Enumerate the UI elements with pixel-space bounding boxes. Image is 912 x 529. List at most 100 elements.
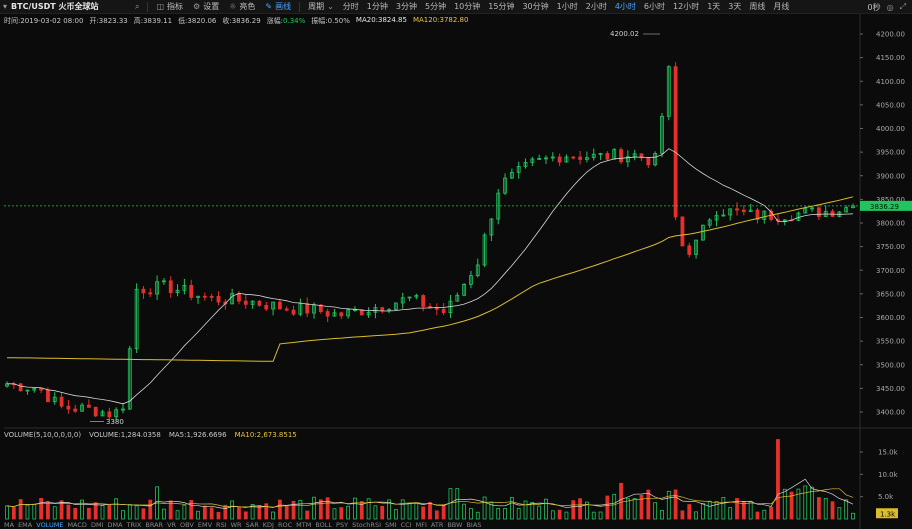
volume-bar [782, 488, 787, 520]
settings-button[interactable]: ⚙ 设置 [188, 0, 224, 14]
indicator-tab[interactable]: MTM [296, 521, 312, 529]
candle-body [373, 307, 378, 313]
candle-body [86, 404, 91, 408]
candle-body [509, 171, 514, 179]
period-option[interactable]: 12小时 [673, 2, 700, 11]
search-button[interactable]: ⌕ [130, 0, 144, 14]
indicator-tab[interactable]: RSI [216, 521, 227, 529]
draw-button[interactable]: ✎ 画线 [260, 0, 296, 14]
search-icon: ⌕ [135, 1, 140, 11]
indicator-tab[interactable]: ROC [277, 521, 293, 529]
volume-bar [5, 505, 9, 520]
volume-bar [455, 488, 460, 520]
period-option[interactable]: 分时 [342, 2, 359, 11]
sun-icon: ☼ [229, 2, 237, 11]
indicator-tab[interactable]: OBV [180, 521, 194, 529]
indicator-tab[interactable]: EMV [197, 521, 213, 529]
fullscreen-icon[interactable]: ⤢ [899, 2, 906, 11]
period-option[interactable]: 3天 [728, 2, 742, 11]
volume-bar [346, 505, 351, 520]
volume-bar [469, 508, 473, 520]
period-button[interactable]: 周期 ⌄ [303, 0, 339, 14]
indicator-tab[interactable]: KDJ [262, 521, 274, 529]
indicator-tab[interactable]: VOLUME [36, 521, 64, 529]
pen-icon: ✎ [265, 2, 273, 11]
indicator-tab[interactable]: DMI [90, 521, 104, 529]
candle-body [591, 153, 596, 158]
candle-body [46, 389, 50, 403]
volume-bar [182, 504, 187, 520]
period-option[interactable]: 周线 [749, 2, 766, 11]
volume-bar [168, 500, 173, 520]
indicator-tab[interactable]: PSY [336, 521, 349, 529]
period-label: 周期 [308, 2, 325, 11]
period-option[interactable]: 月线 [773, 2, 790, 11]
gear-icon: ⚙ [193, 2, 201, 11]
indicator-tab[interactable]: EMA [18, 521, 33, 529]
period-option[interactable]: 15分钟 [488, 2, 515, 11]
period-option[interactable]: 5分钟 [424, 2, 447, 11]
volume-bar [380, 505, 385, 520]
volume-bar [523, 500, 528, 520]
period-option[interactable]: 1分钟 [366, 2, 388, 11]
period-option[interactable]: 30分钟 [522, 2, 549, 11]
volume-bar [339, 507, 344, 520]
dropdown-icon[interactable]: ▾ [3, 2, 8, 11]
volume-ma10-line [6, 488, 854, 508]
candle-body [762, 210, 767, 220]
volume-bar [32, 503, 37, 520]
indicator-tab[interactable]: WR [230, 521, 242, 529]
candle-body [489, 218, 494, 236]
indicator-tab[interactable]: BOLL [315, 521, 333, 529]
indicator-button[interactable]: ◫ 指标 [151, 0, 188, 14]
volume-bar [223, 504, 228, 520]
period-option[interactable]: 1天 [707, 2, 721, 11]
indicator-tab[interactable]: BRAR [145, 521, 164, 529]
indicator-tab[interactable]: ATR [430, 521, 444, 529]
indicator-tab[interactable]: CCI [400, 521, 412, 529]
period-option[interactable]: 4小时 [614, 2, 636, 11]
indicator-tab[interactable]: BBW [447, 521, 463, 529]
volume-bar [830, 501, 835, 520]
period-option[interactable]: 3分钟 [395, 2, 417, 11]
indicator-tab[interactable]: StochRSI [352, 521, 381, 529]
indicator-tab[interactable]: MFI [415, 521, 427, 529]
candle-body [107, 411, 112, 418]
period-option[interactable]: 2小时 [585, 2, 607, 11]
price-tick-label: 3700.00 [876, 267, 905, 275]
indicator-tab[interactable]: MACD [67, 521, 87, 529]
candle-body [428, 306, 432, 308]
volume-bar [701, 503, 705, 520]
price-tick-label: 4050.00 [876, 101, 905, 109]
volume-bar [741, 501, 746, 520]
info-close: 收:3836.29 [222, 17, 261, 25]
candle-body [250, 300, 255, 305]
volume-bar [428, 502, 432, 520]
indicator-tab[interactable]: SAR [245, 521, 259, 529]
period-option[interactable]: 1小时 [556, 2, 578, 11]
indicator-tab[interactable]: BIAS [466, 521, 482, 529]
candle-body [59, 396, 64, 407]
indicator-tab[interactable]: TRIX [126, 521, 142, 529]
candle-body [298, 303, 303, 315]
candle-body [707, 219, 712, 226]
candle-body [564, 156, 569, 163]
candle-body [325, 311, 330, 317]
camera-icon[interactable]: ◎ [886, 2, 894, 12]
volume-bar [175, 510, 180, 520]
theme-button[interactable]: ☼ 亮色 [224, 0, 260, 14]
volume-params: VOLUME(5,10,0,0,0,0) [4, 431, 82, 439]
candle-body [755, 209, 760, 220]
indicator-tab[interactable]: DMA [107, 521, 123, 529]
indicator-tab[interactable]: VR [167, 521, 177, 529]
candle-body [585, 157, 589, 160]
indicator-tab[interactable]: SMI [384, 521, 397, 529]
candle-body [523, 162, 528, 167]
volume-bar [837, 507, 842, 520]
candle-body [271, 301, 275, 310]
period-option[interactable]: 10分钟 [454, 2, 481, 11]
price-tick-label: 4200.00 [876, 31, 905, 39]
indicator-tab[interactable]: MA [4, 521, 15, 529]
period-option[interactable]: 6小时 [643, 2, 666, 11]
